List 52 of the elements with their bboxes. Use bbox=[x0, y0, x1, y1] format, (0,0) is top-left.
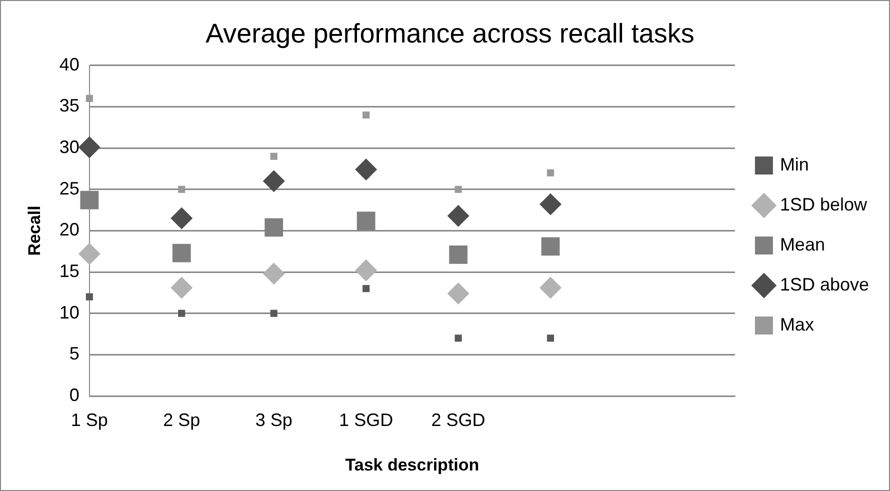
x-tick-label: 2 SGD bbox=[431, 410, 486, 430]
point bbox=[178, 186, 186, 193]
legend-label: Max bbox=[780, 314, 814, 334]
y-tick-label: 30 bbox=[59, 137, 80, 158]
legend-label: 1SD below bbox=[780, 194, 868, 214]
point bbox=[541, 237, 560, 256]
point bbox=[172, 244, 191, 262]
point bbox=[447, 282, 470, 305]
point bbox=[262, 262, 285, 285]
point bbox=[270, 152, 278, 160]
point bbox=[170, 276, 193, 299]
point bbox=[264, 218, 284, 237]
x-tick-label: 3 Sp bbox=[255, 410, 292, 430]
point bbox=[362, 285, 370, 292]
point bbox=[78, 136, 100, 158]
point bbox=[540, 193, 562, 216]
point bbox=[546, 334, 554, 342]
point bbox=[78, 242, 100, 265]
point bbox=[262, 170, 285, 192]
point bbox=[86, 293, 93, 300]
point bbox=[454, 186, 462, 193]
point bbox=[355, 259, 378, 282]
point bbox=[86, 94, 93, 102]
legend-label: Mean bbox=[780, 234, 825, 254]
point bbox=[447, 204, 470, 227]
y-tick-label: 10 bbox=[59, 302, 80, 322]
point bbox=[355, 158, 378, 181]
x-tick-label: 1 Sp bbox=[70, 410, 108, 430]
y-tick-label: 25 bbox=[59, 178, 80, 198]
y-axis-title: Recall bbox=[24, 206, 44, 256]
point bbox=[546, 169, 554, 176]
point bbox=[356, 212, 376, 230]
legend-label: 1SD above bbox=[780, 274, 870, 294]
point bbox=[270, 310, 278, 317]
y-tick-label: 20 bbox=[59, 220, 80, 240]
legend-label: Min bbox=[780, 154, 809, 174]
x-tick-label: 2 Sp bbox=[163, 410, 200, 430]
x-tick-label: 1 SGD bbox=[339, 410, 394, 430]
point bbox=[178, 310, 186, 317]
y-tick-label: 40 bbox=[59, 54, 80, 74]
y-tick-label: 35 bbox=[59, 96, 80, 116]
point bbox=[449, 245, 468, 264]
point bbox=[454, 334, 462, 342]
chart-title: Average performance across recall tasks bbox=[206, 18, 694, 49]
point bbox=[170, 207, 193, 230]
point bbox=[540, 276, 562, 299]
x-axis-title: Task description bbox=[345, 455, 480, 474]
point bbox=[362, 111, 370, 119]
point bbox=[80, 190, 99, 210]
y-tick-label: 15 bbox=[59, 260, 80, 281]
y-tick-label: 0 bbox=[69, 384, 80, 405]
y-tick-label: 5 bbox=[69, 344, 80, 364]
